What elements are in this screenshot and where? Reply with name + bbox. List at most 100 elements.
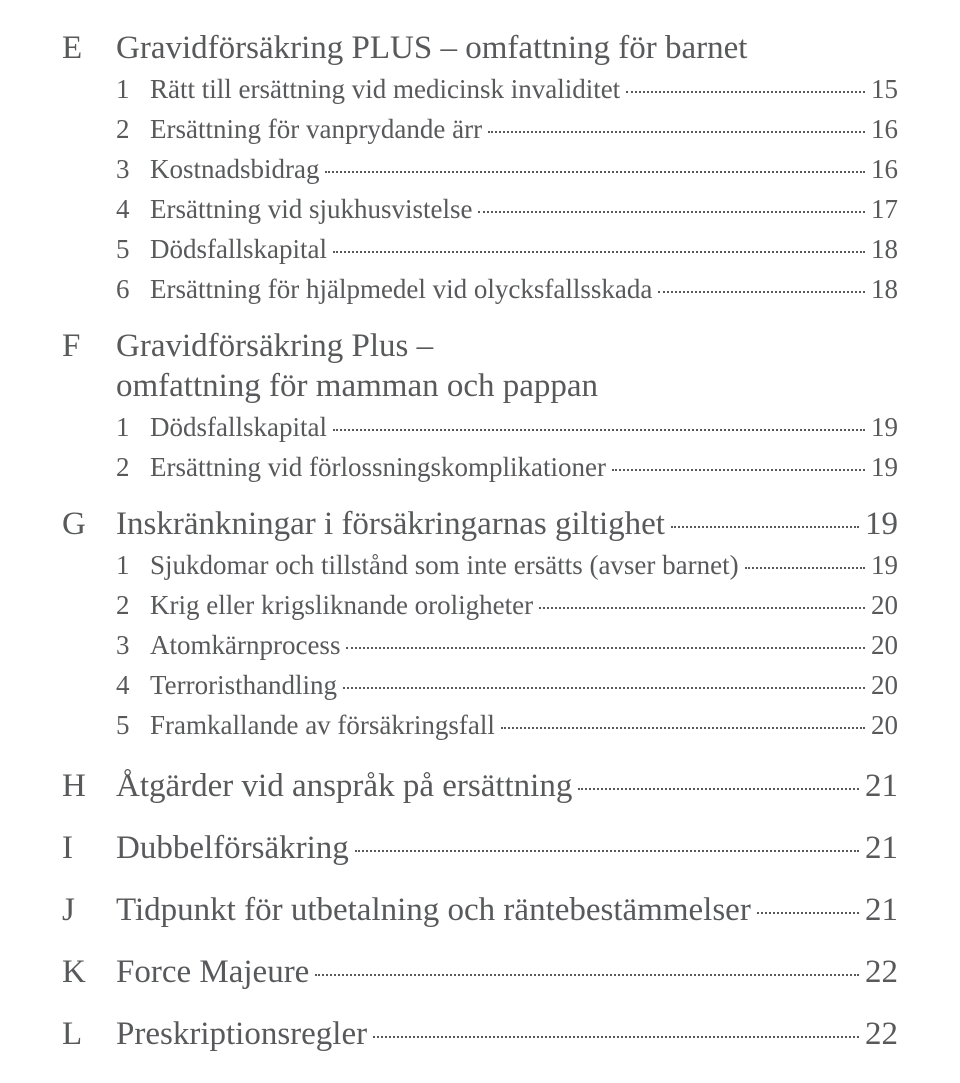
item-label: Ersättning vid sjukhusvistelse [150, 190, 472, 228]
item-number: 4 [116, 666, 150, 704]
heading-text: Dubbelförsäkring [116, 828, 349, 868]
item-number: 3 [116, 626, 150, 664]
heading-text: Force Majeure [116, 952, 309, 992]
item-label: Krig eller krigsliknande oroligheter [150, 586, 533, 624]
heading-text: Inskränkningar i försäkringarnas giltigh… [116, 504, 665, 544]
section-heading: Gravidförsäkring PLUS – omfattning för b… [116, 28, 898, 68]
toc-item: 1 Sjukdomar och tillstånd som inte ersät… [116, 546, 898, 584]
toc-section-i: I Dubbelförsäkring 21 [62, 828, 898, 868]
heading-text: Gravidförsäkring PLUS – omfattning för b… [116, 28, 747, 68]
section-heading: Dubbelförsäkring 21 [116, 828, 898, 868]
heading-text: Åtgärder vid anspråk på ersättning [116, 766, 572, 806]
heading-text: omfattning för mamman och pappan [116, 366, 598, 406]
toc-item: 2 Ersättning vid förlossningskomplikatio… [116, 448, 898, 486]
heading-text: Tidpunkt för utbetalning och räntebestäm… [116, 890, 751, 930]
item-number: 3 [116, 150, 150, 188]
dot-leader [578, 788, 859, 790]
toc-page: E Gravidförsäkring PLUS – omfattning för… [0, 0, 960, 1083]
section-letter: J [62, 890, 116, 930]
toc-section-h: H Åtgärder vid anspråk på ersättning 21 [62, 766, 898, 806]
dot-leader [745, 567, 865, 569]
section-heading: Force Majeure 22 [116, 952, 898, 992]
toc-item: 5 Framkallande av försäkringsfall 20 [116, 706, 898, 744]
toc-item: 5 Dödsfallskapital 18 [116, 230, 898, 268]
section-letter: E [62, 28, 116, 68]
item-page: 18 [871, 230, 898, 268]
dot-leader [501, 727, 865, 729]
item-number: 5 [116, 230, 150, 268]
dot-leader [355, 850, 859, 852]
item-label: Dödsfallskapital [150, 230, 327, 268]
dot-leader [626, 91, 865, 93]
item-number: 5 [116, 706, 150, 744]
dot-leader [343, 687, 865, 689]
item-page: 20 [871, 666, 898, 704]
item-label: Sjukdomar och tillstånd som inte ersätts… [150, 546, 739, 584]
toc-item: 1 Rätt till ersättning vid medicinsk inv… [116, 70, 898, 108]
dot-leader [488, 131, 865, 133]
toc-item: 4 Terroristhandling 20 [116, 666, 898, 704]
toc-item: 4 Ersättning vid sjukhusvistelse 17 [116, 190, 898, 228]
section-letter: L [62, 1014, 116, 1054]
section-heading: Preskriptionsregler 22 [116, 1014, 898, 1054]
item-label: Ersättning för vanprydande ärr [150, 110, 482, 148]
dot-leader [671, 526, 859, 528]
heading-page: 22 [865, 1014, 898, 1054]
section-heading: Tidpunkt för utbetalning och räntebestäm… [116, 890, 898, 930]
dot-leader [346, 647, 865, 649]
toc-item: 1 Dödsfallskapital 19 [116, 408, 898, 446]
item-page: 20 [871, 626, 898, 664]
section-heading: Inskränkningar i försäkringarnas giltigh… [116, 504, 898, 544]
heading-page: 21 [865, 890, 898, 930]
item-number: 2 [116, 110, 150, 148]
section-heading: Gravidförsäkring Plus – [116, 326, 898, 366]
item-label: Framkallande av försäkringsfall [150, 706, 495, 744]
heading-page: 21 [865, 828, 898, 868]
item-page: 17 [871, 190, 898, 228]
heading-text: Gravidförsäkring Plus – [116, 326, 433, 366]
item-number: 1 [116, 408, 150, 446]
dot-leader [333, 251, 865, 253]
dot-leader [333, 429, 865, 431]
item-label: Kostnadsbidrag [150, 150, 319, 188]
heading-text: Preskriptionsregler [116, 1014, 367, 1054]
section-letter: F [62, 326, 116, 366]
item-page: 19 [871, 408, 898, 446]
heading-page: 22 [865, 952, 898, 992]
item-page: 19 [871, 448, 898, 486]
item-label: Ersättning för hjälpmedel vid olycksfall… [150, 270, 652, 308]
item-number: 1 [116, 546, 150, 584]
item-number: 4 [116, 190, 150, 228]
toc-item: 2 Krig eller krigsliknande oroligheter 2… [116, 586, 898, 624]
item-page: 19 [871, 546, 898, 584]
section-heading: Åtgärder vid anspråk på ersättning 21 [116, 766, 898, 806]
toc-item: 6 Ersättning för hjälpmedel vid olycksfa… [116, 270, 898, 308]
item-page: 16 [871, 110, 898, 148]
heading-page: 21 [865, 766, 898, 806]
toc-section-e: E Gravidförsäkring PLUS – omfattning för… [62, 28, 898, 308]
section-letter: G [62, 504, 116, 544]
toc-item: 3 Kostnadsbidrag 16 [116, 150, 898, 188]
dot-leader [539, 607, 865, 609]
item-number: 1 [116, 70, 150, 108]
dot-leader [478, 211, 865, 213]
dot-leader [612, 469, 865, 471]
dot-leader [325, 171, 865, 173]
item-page: 18 [871, 270, 898, 308]
toc-section-j: J Tidpunkt för utbetalning och räntebest… [62, 890, 898, 930]
item-number: 6 [116, 270, 150, 308]
item-label: Terroristhandling [150, 666, 337, 704]
heading-page: 19 [865, 504, 898, 544]
toc-item: 3 Atomkärnprocess 20 [116, 626, 898, 664]
item-page: 16 [871, 150, 898, 188]
dot-leader [315, 974, 859, 976]
toc-section-l: L Preskriptionsregler 22 [62, 1014, 898, 1054]
item-page: 20 [871, 706, 898, 744]
section-letter: H [62, 766, 116, 806]
item-number: 2 [116, 448, 150, 486]
item-label: Rätt till ersättning vid medicinsk inval… [150, 70, 620, 108]
section-letter: I [62, 828, 116, 868]
item-label: Dödsfallskapital [150, 408, 327, 446]
item-number: 2 [116, 586, 150, 624]
toc-section-f: F Gravidförsäkring Plus – omfattning för… [62, 326, 898, 486]
